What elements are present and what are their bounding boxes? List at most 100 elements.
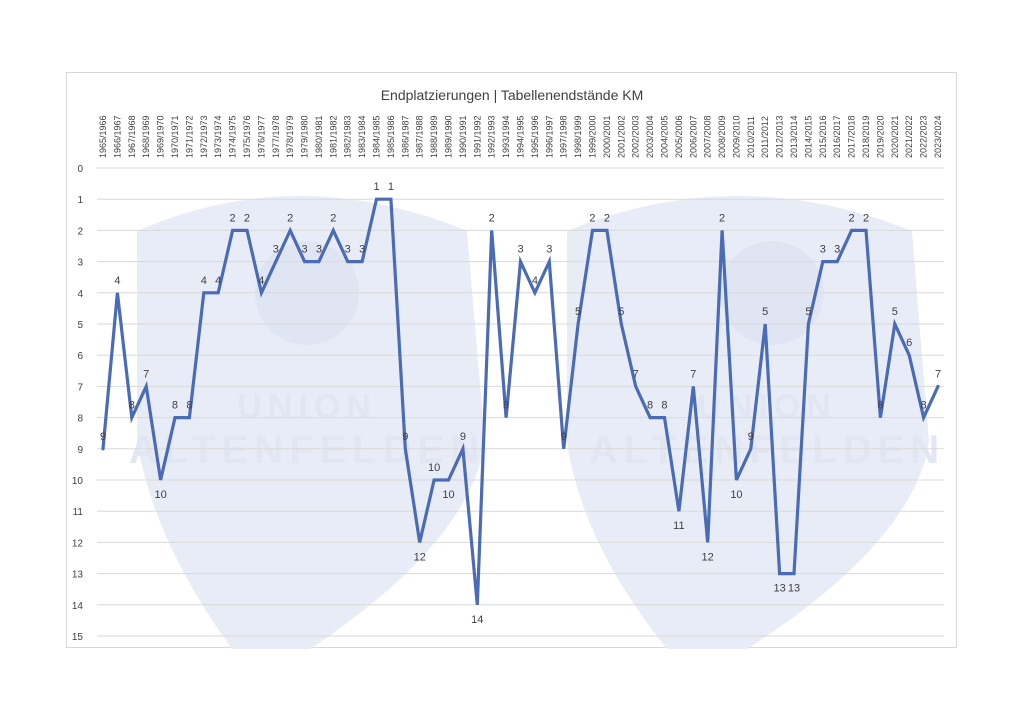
x-tick-label: 1982/1983: [343, 115, 353, 158]
x-axis-ticks: 1965/1966 1966/1967 1967/1968 1968/1969 1969…: [98, 115, 943, 158]
data-label: 2: [230, 212, 236, 224]
data-label: 8: [877, 400, 883, 412]
data-label: 12: [702, 551, 714, 563]
y-tick-label: 7: [77, 382, 83, 393]
y-tick-label: 11: [73, 507, 84, 518]
x-tick-label: 2004/2005: [659, 115, 669, 158]
data-label: 5: [618, 306, 624, 318]
x-tick-label: 1976/1977: [256, 115, 266, 158]
data-label: 4: [258, 275, 264, 287]
x-tick-label: 2015/2016: [818, 115, 828, 158]
x-tick-label: 1971/1972: [184, 115, 194, 158]
chart-frame: UNION ALTENFELDEN UNION ALTENFELDEN Endp…: [66, 72, 957, 649]
x-tick-label: 2007/2008: [703, 115, 713, 158]
x-tick-label: 1981/1982: [328, 115, 338, 158]
crest-shield-right: [567, 196, 929, 649]
y-tick-label: 12: [72, 538, 84, 549]
data-label: 12: [414, 551, 426, 563]
x-tick-label: 2020/2021: [890, 115, 900, 158]
x-tick-label: 1969/1970: [156, 115, 166, 158]
chart-svg: UNION ALTENFELDEN UNION ALTENFELDEN Endp…: [72, 87, 944, 649]
x-tick-label: 1973/1974: [213, 115, 223, 158]
x-tick-label: 1972/1973: [199, 115, 209, 158]
data-label: 14: [471, 614, 483, 626]
x-tick-label: 1984/1985: [372, 115, 382, 158]
x-tick-label: 1965/1966: [98, 115, 108, 158]
x-tick-label: 2012/2013: [775, 115, 785, 158]
x-tick-label: 1977/1978: [271, 115, 281, 158]
data-label: 3: [359, 244, 365, 256]
data-label: 10: [730, 489, 742, 501]
data-label: 11: [673, 520, 684, 532]
series-line: [101, 197, 940, 605]
data-label: 8: [661, 400, 667, 412]
data-label: 9: [460, 431, 466, 443]
x-tick-label: 2016/2017: [832, 115, 842, 158]
x-tick-label: 2011/2012: [760, 116, 770, 158]
data-label: 7: [935, 368, 941, 380]
watermark-line2-left: ALTENFELDEN: [129, 428, 485, 472]
data-label: 5: [762, 306, 768, 318]
data-label: 7: [143, 368, 149, 380]
x-tick-label: 1988/1989: [429, 115, 439, 158]
x-tick-label: 2017/2018: [847, 115, 857, 158]
data-label: 1: [388, 181, 394, 193]
data-label: 2: [589, 212, 595, 224]
data-label: 8: [647, 400, 653, 412]
x-tick-label: 1966/1967: [112, 115, 122, 158]
y-tick-label: 9: [77, 445, 83, 456]
x-tick-label: 2001/2002: [616, 115, 626, 158]
grid-lines: [97, 167, 944, 637]
data-label: 8: [186, 400, 192, 412]
data-label: 7: [690, 368, 696, 380]
y-tick-label: 10: [72, 476, 84, 487]
data-label: 4: [201, 275, 207, 287]
x-tick-label: 1997/1998: [559, 115, 569, 158]
x-tick-label: 1986/1987: [400, 115, 410, 158]
watermark-line1-right: UNION: [697, 388, 837, 426]
data-label: 9: [402, 431, 408, 443]
x-tick-label: 2019/2020: [875, 115, 885, 158]
data-label: 2: [244, 212, 250, 224]
data-label: 3: [273, 244, 279, 256]
x-tick-label: 2008/2009: [717, 115, 727, 158]
data-label: 2: [604, 212, 610, 224]
data-label: 2: [287, 212, 293, 224]
x-tick-label: 1980/1981: [314, 115, 324, 158]
y-tick-label: 13: [72, 570, 84, 581]
x-tick-label: 2021/2022: [904, 115, 914, 158]
y-tick-label: 5: [77, 320, 83, 331]
data-label: 8: [129, 400, 135, 412]
x-tick-label: 1968/1969: [141, 115, 151, 158]
x-tick-label: 1979/1980: [300, 115, 310, 158]
y-tick-label: 15: [72, 632, 84, 643]
y-tick-label: 14: [72, 601, 84, 612]
y-tick-label: 4: [77, 289, 83, 300]
data-label: 3: [546, 244, 552, 256]
data-label: 10: [428, 462, 440, 474]
data-label: 9: [100, 431, 106, 443]
x-tick-label: 1987/1988: [415, 115, 425, 158]
data-label: 13: [788, 583, 800, 595]
x-tick-label: 2023/2024: [933, 115, 943, 158]
data-label: 7: [633, 368, 639, 380]
watermark-line1-left: UNION: [237, 388, 377, 426]
x-tick-label: 1991/1992: [472, 115, 482, 158]
y-tick-label: 0: [77, 164, 83, 175]
x-tick-label: 1975/1976: [242, 115, 252, 158]
data-label: 9: [748, 431, 754, 443]
y-tick-label: 2: [77, 226, 83, 237]
data-label: 10: [154, 489, 166, 501]
x-tick-label: 2022/2023: [919, 115, 929, 158]
x-tick-label: 1994/1995: [516, 115, 526, 158]
series-line-layer: [101, 197, 940, 605]
x-tick-label: 2006/2007: [688, 115, 698, 158]
data-label: 3: [345, 244, 351, 256]
x-tick-label: 1996/1997: [544, 115, 554, 158]
data-label: 3: [834, 244, 840, 256]
x-tick-label: 1995/1996: [530, 115, 540, 158]
data-label: 5: [575, 306, 581, 318]
data-label: 8: [921, 400, 927, 412]
data-label: 3: [316, 244, 322, 256]
